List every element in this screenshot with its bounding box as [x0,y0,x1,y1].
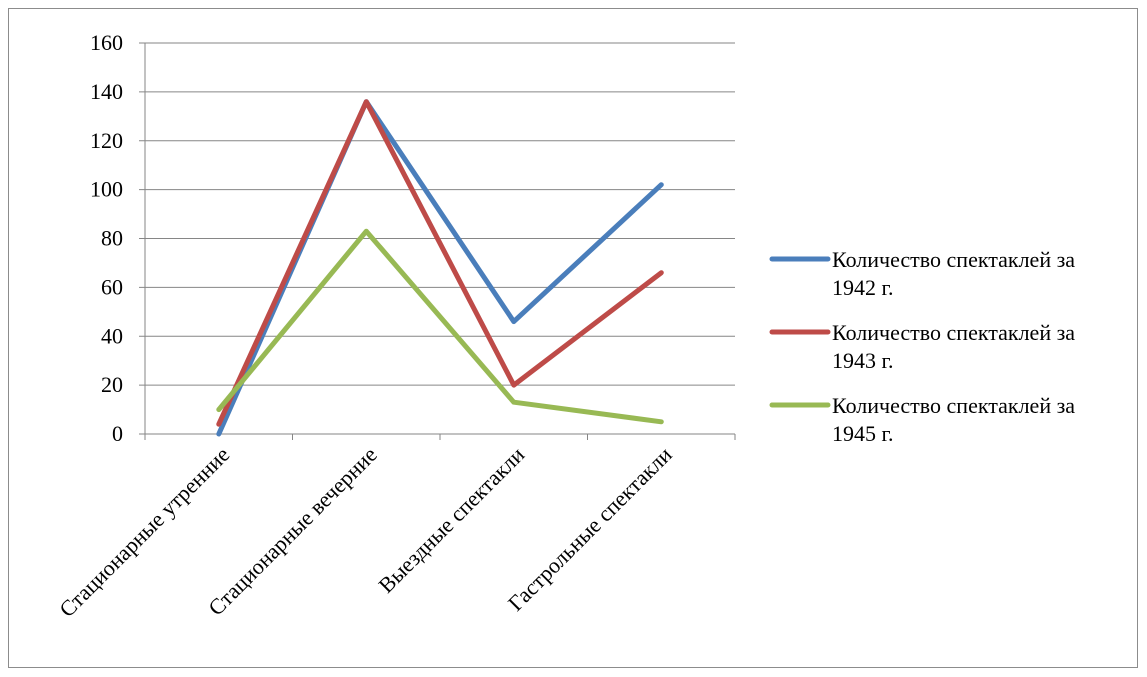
legend-label: Количество спектаклей за 1942 г. [832,247,1075,300]
y-axis-ticks: 0 20 40 60 80 100 120 140 160 [90,30,145,446]
y-tick-label: 100 [90,177,123,202]
y-tick-label: 40 [101,323,123,348]
legend: Количество спектаклей за 1942 г. Количеств… [769,247,1075,446]
legend-label: Количество спектаклей за 1945 г. [832,393,1075,446]
series-lines [216,99,664,437]
gridlines [145,42,735,386]
y-tick-label: 20 [101,372,123,397]
y-tick-label: 160 [90,30,123,55]
legend-label: Количество спектаклей за 1943 г. [832,320,1075,373]
y-tick-label: 120 [90,128,123,153]
y-tick-label: 0 [112,421,123,446]
x-tick-label: Стационарные утренние [54,442,234,622]
series-line [216,99,664,427]
x-tick-label: Стационарные вечерние [203,442,382,621]
x-tick-label: Выездные спектакли [373,442,529,598]
series-line [216,99,664,437]
y-tick-label: 140 [90,79,123,104]
y-tick-label: 60 [101,274,123,299]
y-tick-label: 80 [101,226,123,251]
x-tick-label: Гастрольные спектакли [503,442,677,616]
series-line [216,228,664,425]
